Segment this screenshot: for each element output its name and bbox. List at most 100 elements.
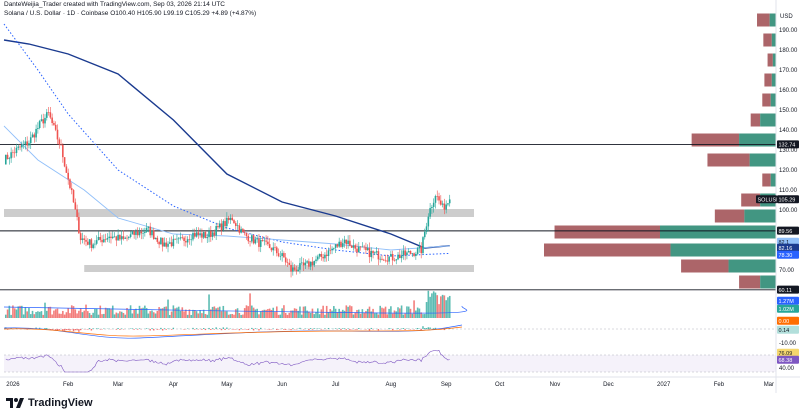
volume-bar: [391, 313, 394, 318]
candle-body: [140, 231, 143, 234]
x-tick-label: Nov: [550, 382, 561, 388]
candle-body: [445, 204, 447, 210]
macd-histogram-bar: [56, 329, 59, 331]
volume-bar: [374, 313, 376, 318]
candle-body: [40, 119, 43, 122]
volume-bar: [13, 308, 16, 318]
candle-body: [53, 123, 55, 125]
candle-body: [245, 233, 248, 237]
macd-histogram-bar: [97, 328, 100, 329]
volume-bar: [427, 290, 430, 318]
volume-bar: [274, 311, 276, 318]
volume-bar: [236, 308, 239, 318]
candle-body: [108, 236, 110, 239]
volume-bar: [172, 305, 175, 318]
candle-body: [31, 134, 34, 138]
volume-bar: [51, 314, 53, 318]
vp-bar-down: [767, 53, 773, 67]
volume-bar: [432, 291, 435, 318]
volume-bar: [420, 312, 423, 318]
candle-body: [38, 121, 41, 129]
candle-body: [441, 203, 444, 205]
volume-bar: [247, 306, 250, 318]
volume-bar: [379, 305, 381, 318]
volume-bar: [156, 310, 159, 318]
volume-bar: [267, 309, 269, 318]
line-label-89-bg: [777, 226, 799, 235]
volume-bar: [24, 307, 27, 318]
volume-bar: [411, 313, 414, 318]
price-chart[interactable]: 2026 Feb Mar Apr May Jun Jul Aug Sep Oct Nov Dec 202…: [0, 0, 800, 393]
volume-bar: [210, 309, 212, 318]
macd-histogram-bar: [222, 327, 224, 329]
volume-bar: [163, 306, 166, 318]
candle-body: [233, 220, 235, 224]
macd-histogram-bar: [215, 327, 217, 329]
macd-axis-label: -10.00: [779, 341, 797, 347]
macd-histogram-bar: [251, 327, 253, 329]
candle-body: [300, 262, 303, 264]
x-axis-ticks: 2026 Feb Mar Apr May Jun Jul Aug Sep Oct Nov Dec 202…: [6, 382, 774, 388]
volume-bar: [37, 311, 39, 318]
candle-body: [277, 253, 280, 257]
candle-body: [110, 236, 112, 239]
volume-bar: [436, 295, 439, 318]
vp-bar-up: [770, 173, 776, 187]
macd-histogram-bar: [402, 328, 405, 329]
candle-body: [375, 251, 378, 253]
macd-histogram-bar: [211, 328, 214, 329]
y-tick-label: 140.00: [779, 128, 798, 134]
macd-histogram-bar: [170, 329, 173, 330]
candle-body: [15, 147, 18, 153]
moving-average-solid-dark-blue: [3, 39, 450, 249]
candle-body: [169, 242, 171, 244]
candle-body: [231, 217, 234, 221]
candle-body: [438, 196, 440, 201]
volume-bar: [218, 306, 221, 318]
candle-body: [226, 217, 228, 227]
volume-bar: [243, 308, 246, 318]
candle-body: [201, 233, 203, 238]
tradingview-logo[interactable]: TradingView: [6, 397, 93, 409]
candle-body: [122, 236, 125, 239]
macd-histogram-bar: [233, 329, 235, 330]
candle-body: [126, 237, 128, 239]
candle-body: [365, 247, 367, 250]
volume-bar: [284, 312, 287, 318]
candle-body: [370, 251, 373, 258]
candle-body: [13, 152, 16, 154]
macd-histogram-bar: [345, 329, 348, 330]
volume-bar: [149, 311, 151, 318]
macd-histogram-bar: [324, 328, 326, 329]
candle-body: [33, 134, 36, 138]
volume-bar: [338, 308, 340, 318]
candle-body: [119, 234, 121, 240]
volume-bar: [384, 306, 387, 318]
vp-bar-up: [771, 33, 776, 47]
volume-bar: [78, 310, 80, 318]
x-tick-label: Sep: [441, 382, 452, 388]
macd-histogram-bar: [120, 328, 123, 329]
candle-body: [65, 166, 68, 173]
vp-bar-up: [744, 209, 776, 223]
volume-bar: [404, 313, 406, 318]
y-tick-label: 150.00: [779, 108, 798, 114]
volume-bar: [256, 308, 258, 318]
volume-bar: [179, 310, 182, 318]
candle-body: [151, 230, 153, 236]
volume-bar: [356, 309, 358, 318]
volume-bar: [233, 314, 235, 318]
candle-body: [359, 246, 362, 248]
line-label-132-bg: [777, 140, 799, 149]
candle-body: [131, 231, 134, 235]
volume-bar: [393, 310, 396, 318]
volume-bar: [308, 311, 310, 318]
volume-bar: [22, 314, 25, 318]
candle-body: [179, 237, 182, 239]
volume-bar: [38, 311, 41, 318]
macd-histogram-bar: [343, 328, 346, 329]
candle-body: [227, 217, 230, 221]
volume-bar: [60, 313, 62, 318]
vp-bar-down: [762, 173, 771, 187]
macd-histogram-bar: [409, 329, 412, 330]
